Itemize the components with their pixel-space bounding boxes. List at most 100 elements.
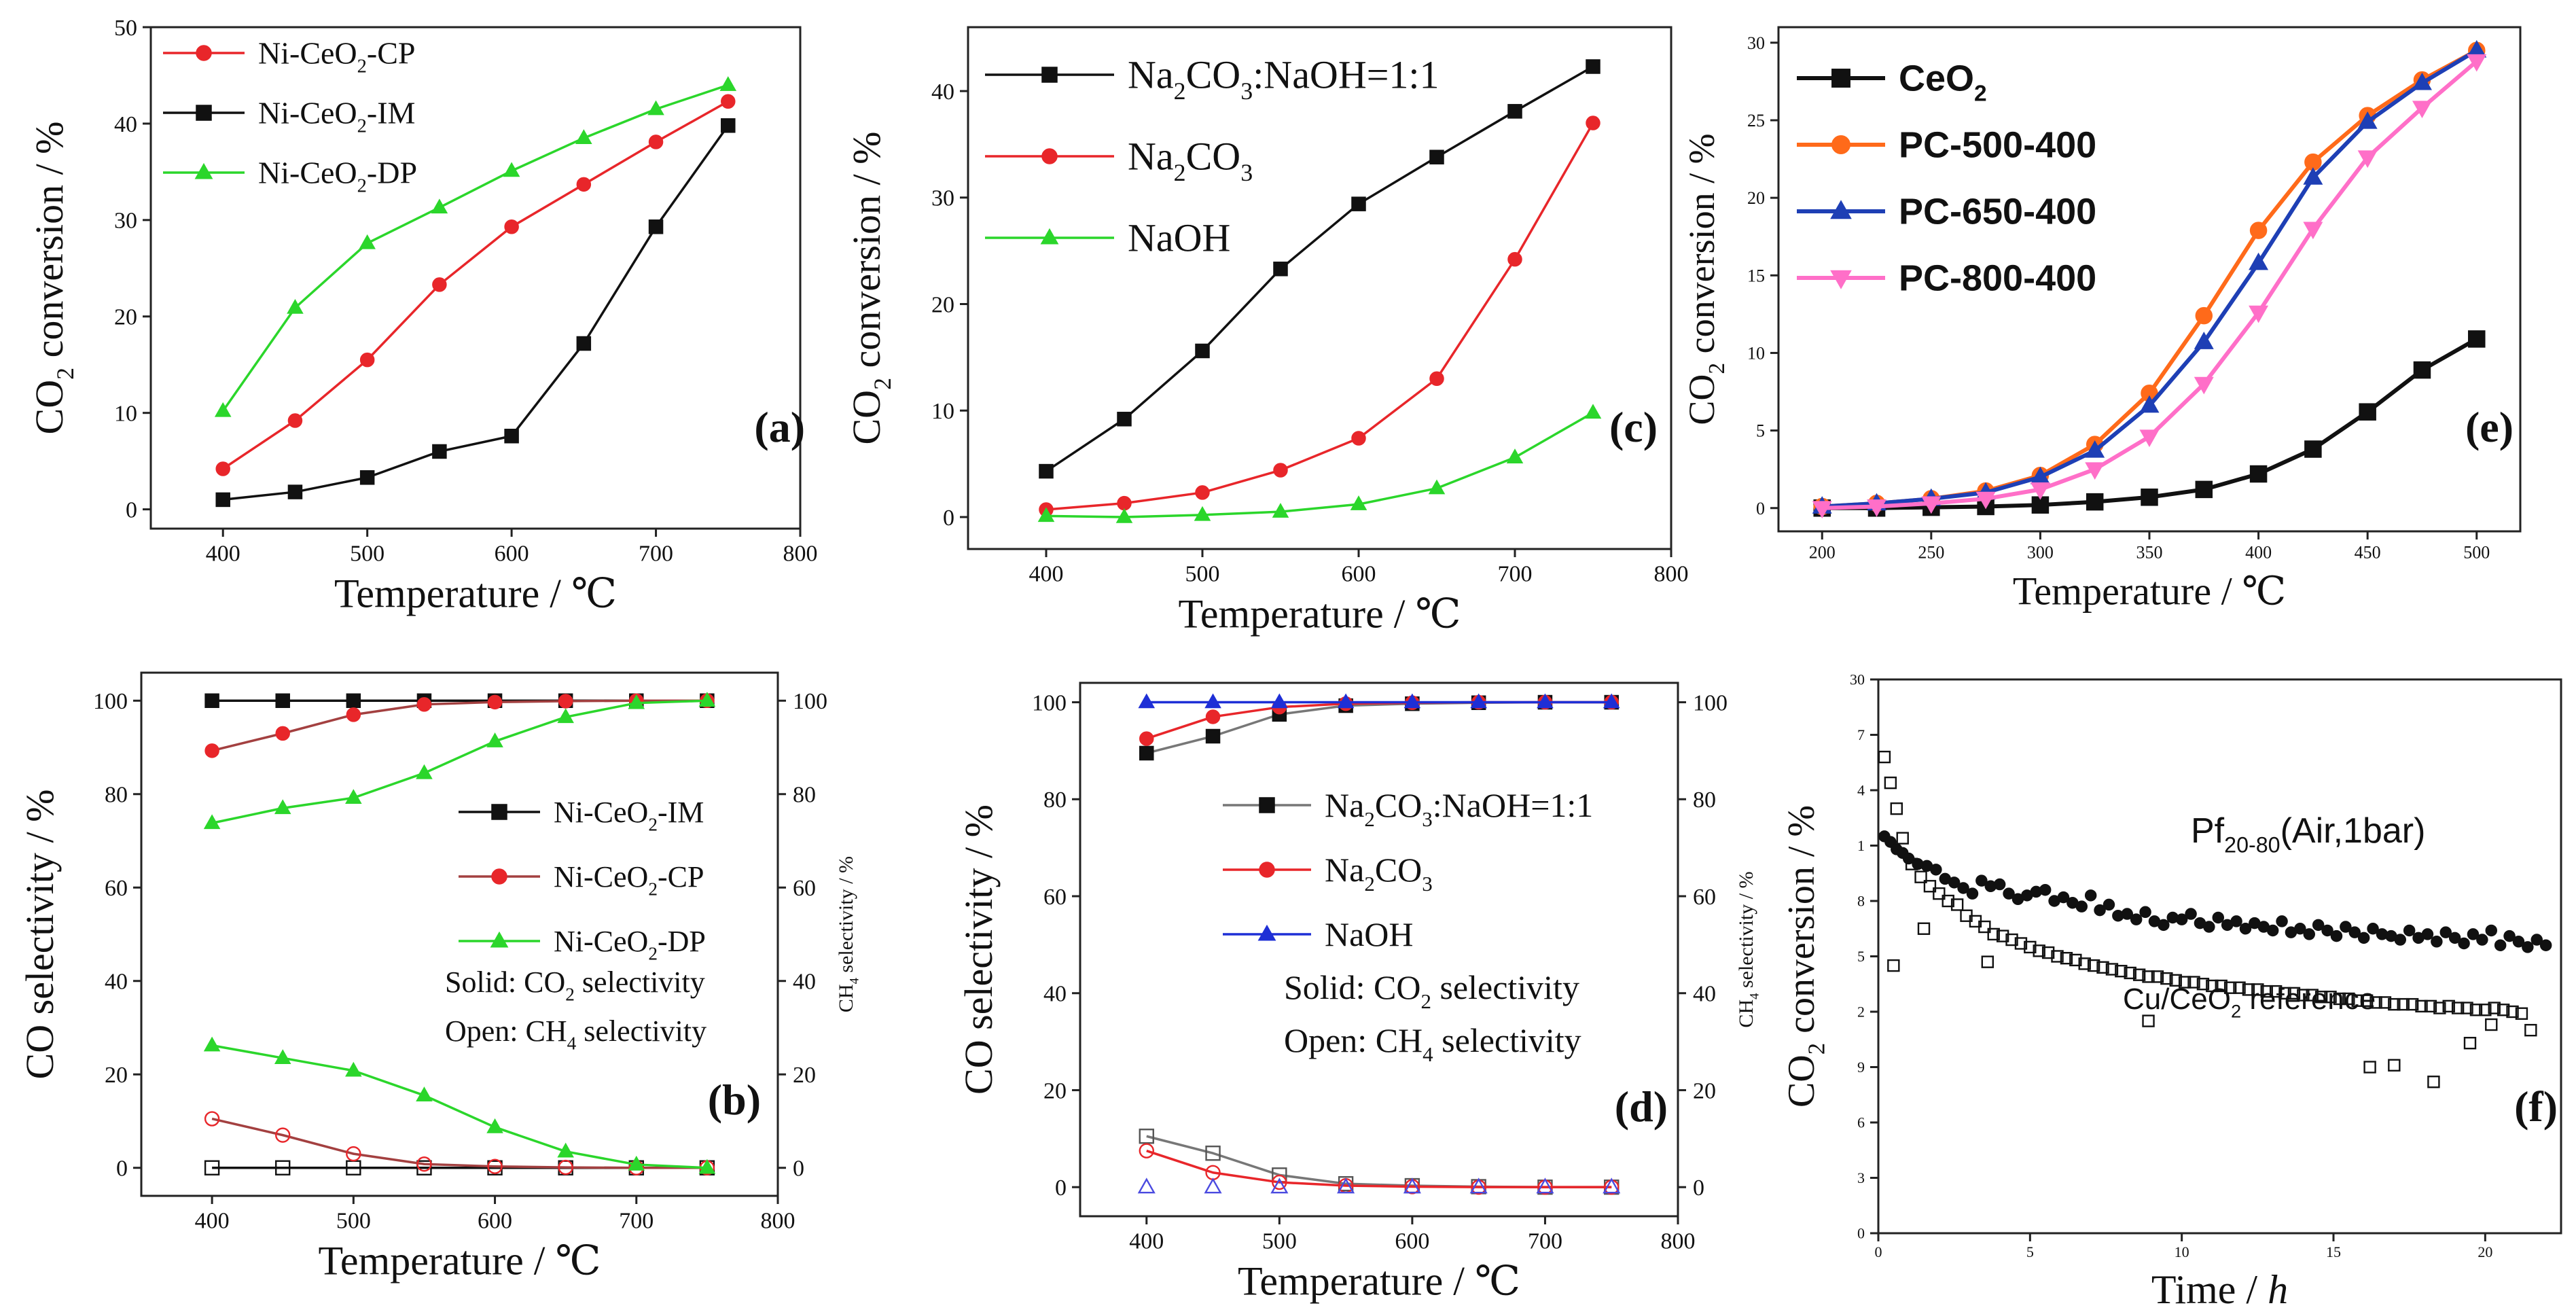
series-ni-ceo2-dp-ch4: [203, 1036, 716, 1174]
data-point: [486, 1118, 503, 1133]
data-point: [2194, 332, 2214, 349]
y-tick-label: 30: [114, 209, 137, 234]
plot-frame: [1777, 26, 2522, 533]
series-pf20-80-air-1bar-: [1878, 830, 2552, 953]
data-point: [2442, 999, 2455, 1013]
data-point: [2249, 222, 2268, 239]
data-point: [2539, 939, 2552, 951]
legend-marker: [1830, 270, 1852, 289]
x-tick-label: 5: [2026, 1243, 2034, 1260]
x-axis-label: Temperature / ℃: [318, 1239, 601, 1284]
y-tick-label: 0: [1055, 1175, 1067, 1201]
series-line: [221, 84, 729, 412]
data-point: [416, 1156, 432, 1172]
data-point: [287, 413, 303, 428]
data-point: [2178, 976, 2192, 989]
data-point: [1603, 693, 1620, 709]
series-ni-ceo2-im: [215, 118, 736, 508]
y-tick-label: 50: [114, 16, 137, 41]
series-line: [1045, 122, 1594, 511]
data-point: [2451, 1002, 2465, 1014]
legend-entry: Na2CO3:NaOH=1:1: [1223, 786, 1593, 831]
x-axis-label: Temperature / ℃: [1238, 1259, 1520, 1304]
data-point: [1884, 776, 1897, 790]
y-tick-label: 6: [1857, 1114, 1865, 1131]
data-point: [1948, 877, 1961, 889]
data-point: [504, 429, 519, 444]
data-point: [2187, 976, 2200, 989]
data-point: [2503, 930, 2516, 942]
legend-entry: Na2CO3: [985, 135, 1253, 186]
data-point: [2287, 987, 2301, 1000]
series-cu-ceo2-reference: [1878, 750, 2537, 1088]
y-tick-label: 60: [105, 876, 128, 901]
data-point: [2413, 361, 2431, 379]
panel-label: (e): [2465, 403, 2514, 451]
y-tick-label: 30: [931, 186, 954, 211]
y-tick-label: 30: [1850, 671, 1865, 688]
panel-label: (c): [1609, 403, 1658, 451]
x-tick-label: 500: [1185, 562, 1220, 587]
legend-marker: [490, 931, 509, 948]
data-point: [487, 1158, 503, 1174]
data-point: [204, 1111, 220, 1127]
data-point: [2297, 989, 2310, 1002]
legend-marker: [1041, 67, 1058, 83]
data-point: [2403, 924, 2416, 937]
annotation-note: Solid: CO2 selectivity: [1284, 968, 1579, 1013]
y-tick-label: 40: [105, 970, 128, 995]
legend-marker: [196, 105, 212, 121]
data-point: [648, 135, 664, 149]
data-point: [575, 129, 592, 144]
panel-a-conversion-catalyst: 400 500 600 700 800 0 10 20 30 40 50 Temperature / …: [27, 16, 818, 616]
data-point: [2303, 928, 2316, 940]
y-axis-label: CO selectivity / %: [956, 804, 1001, 1095]
x-tick-label: 800: [761, 1209, 795, 1234]
data-point: [1205, 728, 1221, 744]
data-point: [648, 219, 664, 234]
data-point: [2485, 924, 2498, 937]
data-point: [1975, 491, 1996, 510]
data-point: [2469, 1004, 2483, 1016]
data-point: [2215, 979, 2228, 993]
data-point: [1195, 343, 1210, 359]
x-tick-label: 500: [2463, 542, 2490, 562]
data-point: [2060, 952, 2073, 965]
x-tick-label: 800: [1661, 1229, 1696, 1254]
data-point: [1205, 1146, 1221, 1161]
data-point: [1975, 874, 1988, 887]
data-point: [504, 219, 519, 234]
y-tick-label: 20: [114, 305, 137, 330]
x-tick-label: 600: [495, 542, 529, 567]
data-point: [2431, 936, 2443, 948]
series-line: [1146, 1135, 1612, 1188]
y-tick-label: 5: [1756, 421, 1765, 441]
data-point: [2369, 996, 2382, 1009]
data-point: [1195, 485, 1210, 500]
data-point: [2075, 900, 2088, 913]
data-point: [2312, 919, 2325, 932]
y-tick-label: 40: [114, 112, 137, 137]
data-point: [719, 76, 737, 91]
data-point: [1586, 116, 1600, 130]
data-point: [2421, 928, 2434, 940]
data-point: [2357, 111, 2378, 129]
y-tick-label: 25: [1747, 111, 1765, 130]
y-tick-label: 0: [126, 498, 137, 523]
data-point: [2333, 992, 2346, 1006]
data-point: [1966, 887, 1979, 900]
y-tick-label: 100: [1032, 690, 1067, 715]
y2-tick-label: 0: [793, 1156, 804, 1182]
y-axis-label: CO2 conversion / %: [1681, 133, 1730, 425]
series-ni-ceo2-cp: [215, 94, 736, 476]
data-point: [698, 692, 716, 707]
series-naoh-ch4: [1137, 1178, 1621, 1194]
data-point: [204, 743, 219, 758]
x-axis-label: Temperature / ℃: [1178, 592, 1461, 637]
series-line: [222, 100, 729, 470]
y-tick-label: 8: [1857, 893, 1865, 910]
data-point: [2085, 440, 2105, 458]
x-tick-label: 400: [206, 542, 240, 567]
legend-entry: CeO2: [1797, 58, 1987, 106]
legend-entry: Na2CO3:NaOH=1:1: [985, 53, 1439, 105]
